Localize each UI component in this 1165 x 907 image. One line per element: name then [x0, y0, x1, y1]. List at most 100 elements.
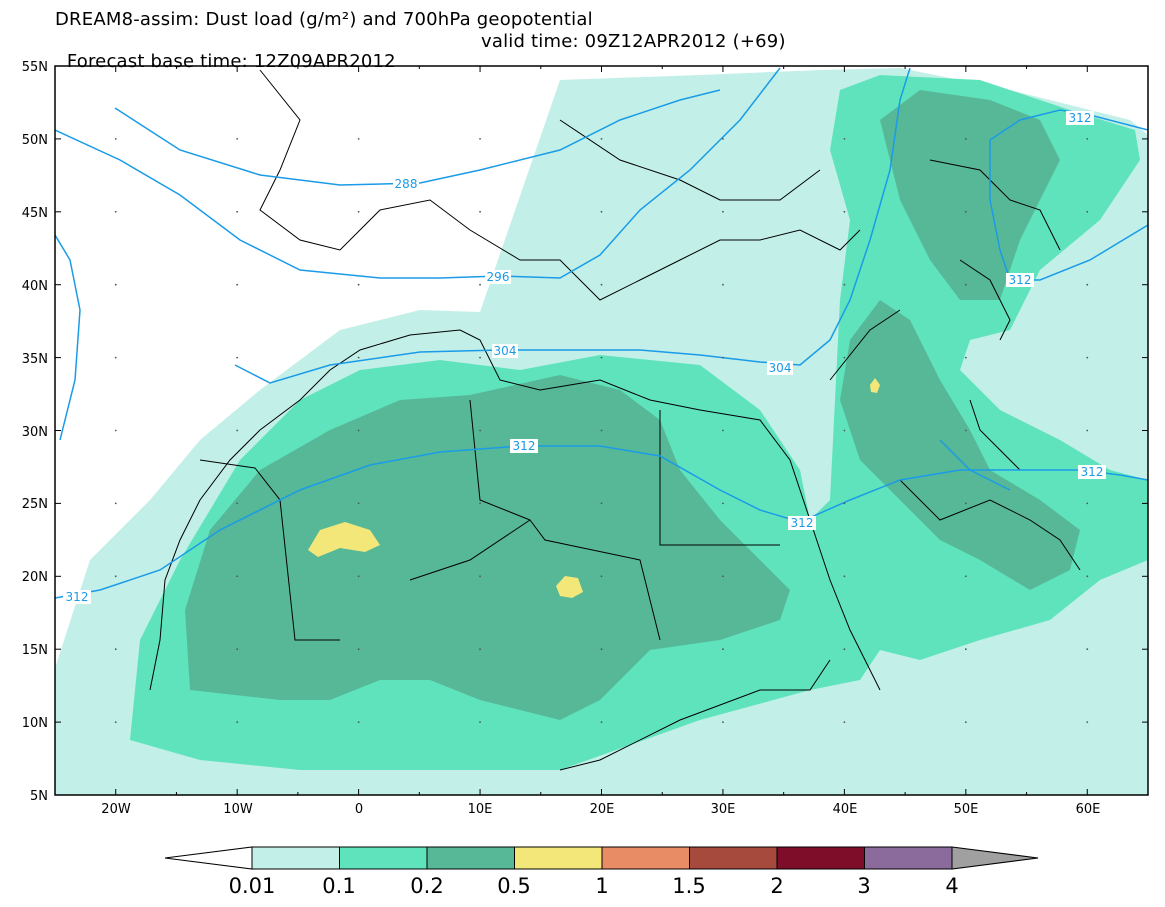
graticule-dot — [1086, 283, 1089, 286]
contour-label: 312 — [1081, 465, 1104, 479]
contour-label: 288 — [395, 177, 418, 191]
contour-label: 312 — [791, 516, 814, 530]
contour-label: 304 — [494, 344, 517, 358]
lon-label: 40E — [833, 802, 858, 817]
graticule-dot — [1086, 429, 1089, 432]
graticule-dot — [600, 648, 603, 651]
lon-label: 20E — [590, 802, 615, 817]
graticule-dot — [114, 138, 117, 140]
graticule-dot — [479, 502, 481, 505]
lat-label: 35N — [22, 352, 48, 367]
graticule-dot — [114, 721, 117, 723]
contour-label: 296 — [487, 270, 510, 284]
lat-label: 45N — [22, 206, 48, 221]
graticule-dot — [236, 429, 239, 432]
graticule-dot — [236, 575, 239, 578]
graticule-dot — [114, 356, 117, 359]
graticule-dot — [1086, 138, 1089, 140]
graticule-dot — [114, 575, 117, 578]
lat-label: 5N — [30, 789, 48, 804]
graticule-dot — [722, 138, 724, 140]
lon-label: 30E — [711, 802, 736, 817]
graticule-dot — [1086, 356, 1089, 359]
graticule-dot — [600, 283, 603, 286]
contour-label: 304 — [769, 361, 792, 375]
graticule-dot — [1086, 210, 1089, 213]
lat-label: 10N — [22, 716, 48, 731]
colorbar-boxes — [251, 846, 953, 870]
graticule-dot — [600, 721, 603, 723]
colorbar-label: 2 — [770, 874, 783, 898]
graticule-dot — [236, 210, 239, 213]
lon-label: 10E — [468, 802, 493, 817]
graticule-dot — [964, 429, 967, 432]
colorbar-box — [864, 846, 953, 870]
graticule-dot — [114, 210, 117, 213]
graticule-dot — [843, 429, 846, 432]
graticule-dot — [357, 356, 360, 359]
graticule-dot — [600, 575, 603, 578]
graticule-dot — [479, 356, 481, 359]
lat-label: 55N — [22, 60, 48, 75]
graticule-dot — [114, 283, 117, 286]
graticule-dot — [357, 210, 360, 213]
axis-ticks — [54, 65, 1149, 796]
graticule-dot — [236, 502, 239, 505]
lon-label: 10W — [223, 802, 253, 817]
graticule-dot — [479, 283, 481, 286]
graticule-dot — [964, 356, 967, 359]
colorbar-over-triangle — [951, 846, 1039, 870]
graticule-dot — [722, 648, 724, 651]
graticule-dot — [843, 502, 846, 505]
colorbar-box — [601, 846, 690, 870]
lat-label: 15N — [22, 643, 48, 658]
graticule-dot — [1086, 721, 1089, 723]
lon-label: 0 — [355, 802, 363, 817]
lon-label: 50E — [954, 802, 979, 817]
graticule-dot — [357, 648, 360, 651]
graticule-dot — [357, 502, 360, 505]
colorbar: 0.01 0.1 0.2 0.5 1 1.5 2 3 4 — [164, 846, 1039, 898]
graticule-dot — [357, 575, 360, 578]
graticule-dot — [722, 210, 724, 213]
colorbar-label: 0.01 — [229, 874, 276, 898]
graticule-dot — [722, 429, 724, 432]
coastlines-and-borders — [149, 69, 1081, 771]
graticule-dot — [722, 575, 724, 578]
map-area: 288 296 304 304 312 312 312 312 312 312 — [55, 67, 1148, 795]
graticule-dot — [843, 138, 846, 140]
graticule-dot — [600, 429, 603, 432]
colorbar-label: 3 — [857, 874, 870, 898]
graticule-dot — [114, 429, 117, 432]
graticule-dot — [843, 283, 846, 286]
graticule-dot — [964, 283, 967, 286]
contour-label: 312 — [513, 439, 536, 453]
colorbar-box — [426, 846, 515, 870]
graticule-dot — [843, 721, 846, 723]
colorbar-under-triangle — [164, 846, 253, 870]
longitude-labels: 20W 10W 0 10E 20E 30E 40E 50E 60E — [101, 802, 1100, 817]
graticule-dot — [964, 210, 967, 213]
graticule-dot — [964, 648, 967, 651]
graticule-dot — [722, 356, 724, 359]
graticule-dot — [843, 210, 846, 213]
graticule-dot — [357, 429, 360, 432]
graticule-dot — [600, 138, 603, 140]
lat-label: 50N — [22, 133, 48, 148]
graticule-dot — [964, 138, 967, 140]
graticule-dot — [114, 502, 117, 505]
lon-label: 20W — [101, 802, 131, 817]
colorbar-box — [689, 846, 778, 870]
graticule-dot — [1086, 502, 1089, 505]
graticule-dot — [722, 283, 724, 286]
lat-label: 40N — [22, 279, 48, 294]
colorbar-box — [251, 846, 340, 870]
graticule-dot — [236, 648, 239, 651]
dust-band-0.5 — [308, 378, 880, 598]
graticule-dot — [236, 721, 239, 723]
contour-label: 312 — [1009, 273, 1032, 287]
graticule-dot — [722, 721, 724, 723]
graticule-dot — [357, 138, 360, 140]
latitude-labels: 55N 50N 45N 40N 35N 30N 25N 20N 15N 10N … — [22, 60, 48, 804]
graticule-dot — [600, 502, 603, 505]
